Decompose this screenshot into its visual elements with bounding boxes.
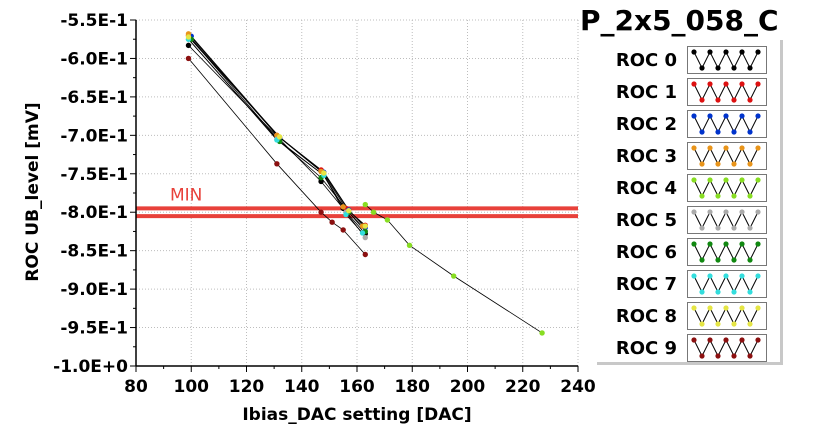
legend-item: ROC 0 [597, 46, 780, 74]
x-tick-label: 80 [124, 377, 148, 397]
x-tick-label: 120 [229, 377, 265, 397]
legend-swatch [687, 238, 767, 266]
axis-layer: -5.5E-1 -6.0E-1 -6.5E-1 -7.0E-1 -7.5E-1 -8.0E… [53, 11, 596, 397]
data-point [450, 273, 457, 279]
x-axis-title: Ibias_DAC setting [DAC] [242, 405, 471, 425]
y-tick-label: -8.5E-1 [60, 242, 128, 262]
legend-item: ROC 2 [597, 110, 780, 138]
y-tick-label: -5.5E-1 [60, 11, 128, 31]
min-band-label: MIN [170, 185, 202, 205]
y-tick-label: -7.5E-1 [60, 165, 128, 185]
legend-label: ROC 1 [615, 82, 677, 103]
legend-item: ROC 8 [597, 302, 780, 330]
data-point [185, 42, 192, 49]
data-point [318, 209, 324, 215]
y-tick-label: -7.0E-1 [60, 126, 128, 146]
legend-swatch [687, 78, 767, 106]
legend: ROC 0 ROC 1 ROC 2 ROC 3 ROC 4 ROC 5 ROC 6 ROC 7… [597, 40, 783, 365]
legend-swatch [687, 270, 767, 298]
data-point [384, 217, 391, 223]
data-point [370, 209, 377, 215]
legend-item: ROC 6 [597, 238, 780, 266]
data-point [346, 207, 352, 214]
x-tick-label: 160 [339, 377, 375, 397]
data-point [362, 251, 368, 258]
y-tick-label: -6.0E-1 [60, 49, 128, 69]
x-tick-label: 240 [560, 377, 596, 397]
data-point [362, 234, 368, 241]
data-point [406, 242, 413, 248]
data-point [340, 204, 346, 210]
x-tick-label: 100 [174, 377, 210, 397]
grid-layer [135, 19, 579, 367]
y-tick-label: -9.0E-1 [60, 280, 128, 300]
legend-label: ROC 2 [615, 114, 677, 135]
x-tick-label: 220 [505, 377, 541, 397]
y-axis-title: ROC UB_level [mV] [23, 102, 43, 281]
data-point [274, 161, 280, 167]
series-line [365, 204, 543, 334]
legend-item: ROC 1 [597, 78, 780, 106]
data-point [539, 330, 545, 336]
legend-label: ROC 6 [615, 242, 677, 263]
legend-label: ROC 0 [615, 50, 677, 71]
legend-swatch [687, 206, 767, 234]
data-point [185, 55, 192, 62]
series-layer [185, 31, 545, 336]
y-tick-label: -1.0E+0 [53, 357, 128, 377]
data-point [340, 227, 346, 233]
legend-label: ROC 4 [615, 178, 677, 199]
series-line [190, 35, 366, 228]
legend-item: ROC 9 [597, 334, 780, 362]
data-point [343, 211, 349, 218]
y-tick-label: -9.5E-1 [60, 319, 128, 339]
legend-label: ROC 8 [615, 306, 677, 327]
legend-item: ROC 5 [597, 206, 780, 234]
legend-label: ROC 9 [615, 338, 677, 359]
x-tick-label: 180 [395, 377, 431, 397]
series-line [188, 58, 366, 255]
legend-item: ROC 3 [597, 142, 780, 170]
chart-title: P_2x5_058_C [580, 4, 779, 37]
legend-swatch [687, 174, 767, 202]
legend-swatch [687, 110, 767, 138]
legend-swatch [687, 142, 767, 170]
legend-swatch [687, 334, 767, 362]
data-point [362, 223, 368, 229]
data-point [185, 34, 192, 40]
legend-label: ROC 3 [615, 146, 677, 167]
data-point [362, 201, 368, 208]
y-tick-label: -6.5E-1 [60, 88, 128, 108]
min-band-layer: MIN [136, 185, 578, 219]
x-tick-label: 200 [450, 377, 486, 397]
y-tick-label: -8.0E-1 [60, 203, 128, 223]
data-point [276, 134, 283, 140]
legend-swatch [687, 46, 767, 74]
data-point [321, 170, 327, 176]
legend-item: ROC 4 [597, 174, 780, 202]
legend-label: ROC 5 [615, 210, 677, 231]
legend-item: ROC 7 [597, 270, 780, 298]
legend-swatch [687, 302, 767, 330]
legend-label: ROC 7 [615, 274, 677, 295]
x-tick-label: 140 [284, 377, 320, 397]
data-point [359, 230, 366, 236]
data-point [318, 178, 324, 185]
data-point [329, 219, 335, 225]
